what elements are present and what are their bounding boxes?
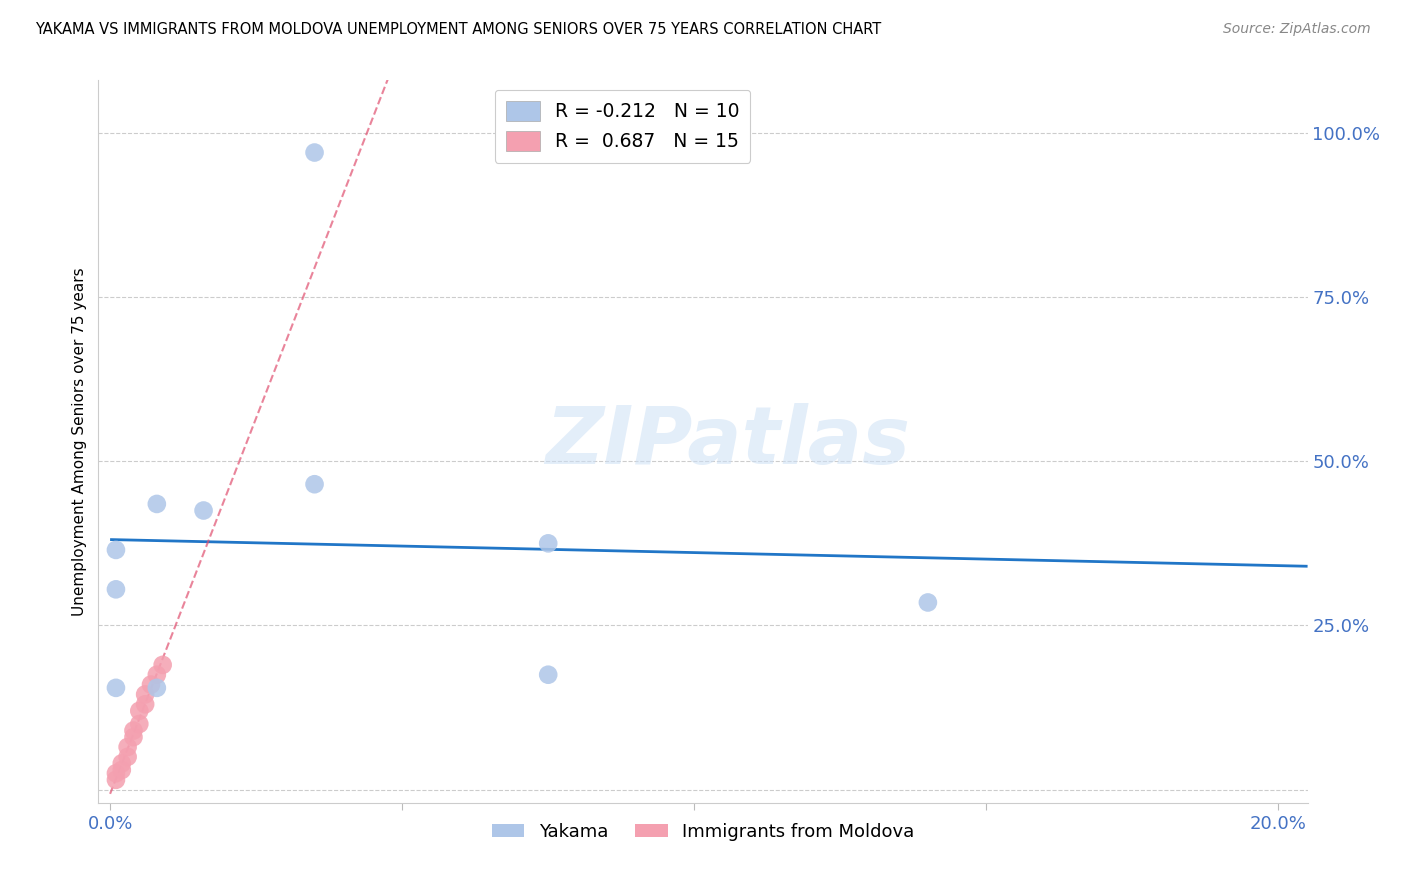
Point [537, 667, 560, 681]
Point [117, 749, 139, 764]
Point [122, 730, 145, 744]
Point [104, 582, 127, 597]
Text: YAKAMA VS IMMIGRANTS FROM MOLDOVA UNEMPLOYMENT AMONG SENIORS OVER 75 YEARS CORRE: YAKAMA VS IMMIGRANTS FROM MOLDOVA UNEMPL… [35, 22, 882, 37]
Point [146, 497, 169, 511]
Point [111, 756, 134, 771]
Text: Source: ZipAtlas.com: Source: ZipAtlas.com [1223, 22, 1371, 37]
Point [537, 536, 560, 550]
Point [139, 677, 162, 691]
Point [128, 717, 150, 731]
Point [117, 739, 139, 754]
Point [152, 657, 174, 672]
Legend: Yakama, Immigrants from Moldova: Yakama, Immigrants from Moldova [485, 815, 921, 848]
Point [134, 698, 156, 712]
Point [104, 681, 127, 695]
Point [104, 542, 127, 557]
Point [128, 704, 150, 718]
Point [134, 687, 156, 701]
Point [304, 477, 326, 491]
Point [917, 595, 939, 609]
Text: ZIPatlas: ZIPatlas [544, 402, 910, 481]
Point [193, 503, 215, 517]
Point [146, 667, 169, 681]
Y-axis label: Unemployment Among Seniors over 75 years: Unemployment Among Seniors over 75 years [72, 268, 87, 615]
Point [111, 763, 134, 777]
Point [122, 723, 145, 738]
Point [146, 681, 169, 695]
Point [104, 772, 127, 787]
Point [104, 766, 127, 780]
Point [304, 145, 326, 160]
